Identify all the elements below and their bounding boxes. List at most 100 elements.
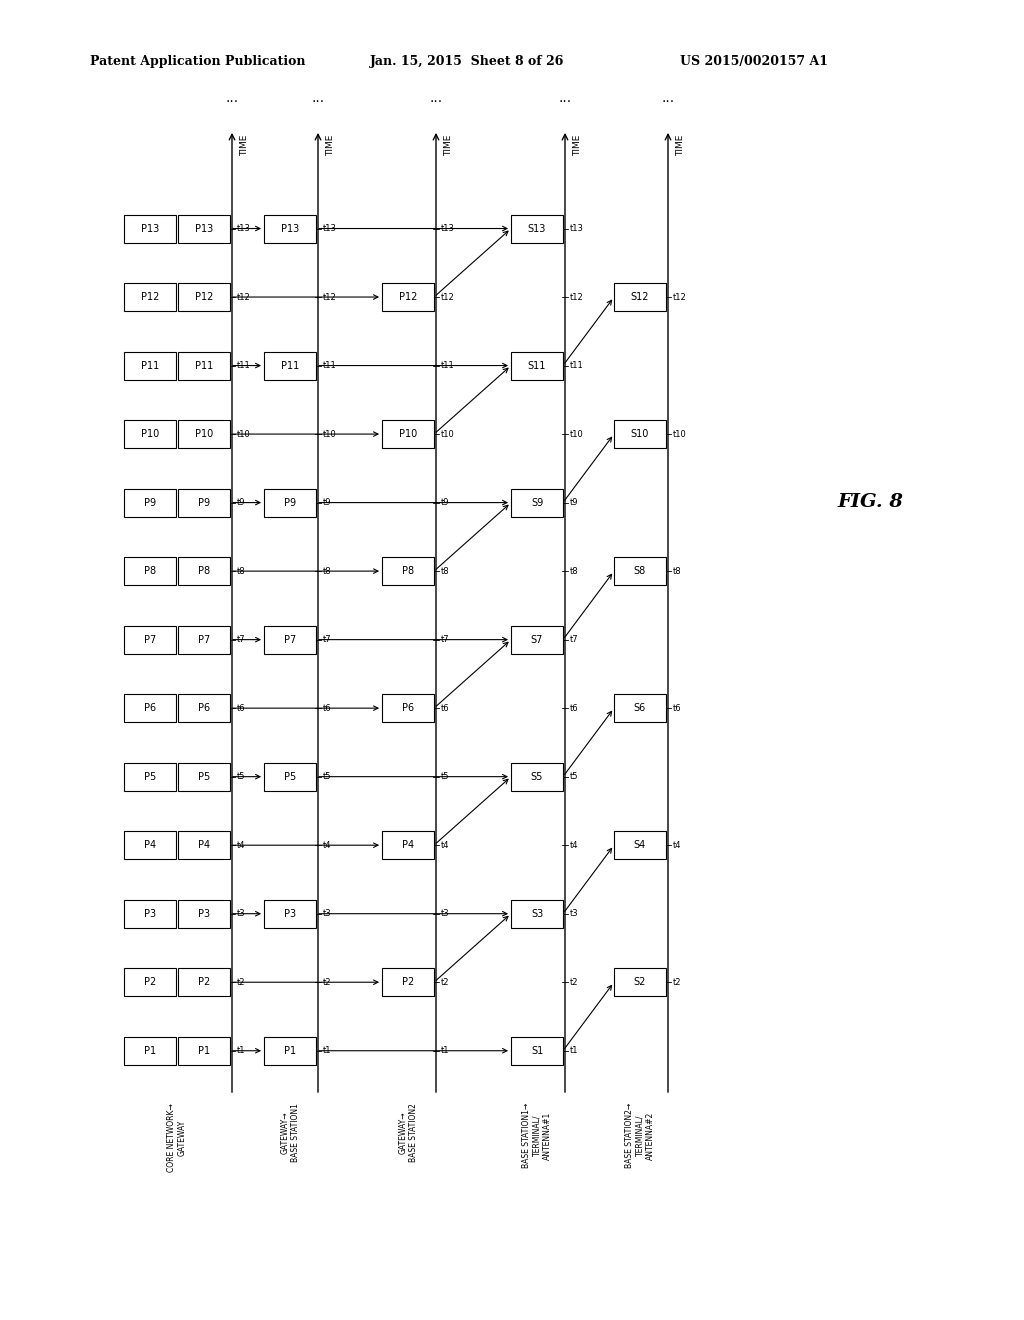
Text: S1: S1 xyxy=(530,1045,543,1056)
Text: t12: t12 xyxy=(570,293,584,301)
Bar xyxy=(124,282,176,312)
Bar xyxy=(511,488,563,516)
Text: P6: P6 xyxy=(198,704,210,713)
Text: t6: t6 xyxy=(237,704,246,713)
Text: t8: t8 xyxy=(570,566,579,576)
Text: S10: S10 xyxy=(631,429,649,440)
Bar xyxy=(382,969,434,997)
Bar xyxy=(124,1036,176,1065)
Text: P2: P2 xyxy=(401,977,414,987)
Text: t11: t11 xyxy=(570,362,584,370)
Text: t4: t4 xyxy=(323,841,332,850)
Bar xyxy=(614,557,666,585)
Text: P2: P2 xyxy=(144,977,156,987)
Bar xyxy=(264,626,316,653)
Text: P11: P11 xyxy=(195,360,213,371)
Text: t2: t2 xyxy=(441,978,450,987)
Text: t8: t8 xyxy=(441,566,450,576)
Text: t2: t2 xyxy=(237,978,246,987)
Bar xyxy=(511,900,563,928)
Text: t9: t9 xyxy=(570,498,579,507)
Text: t9: t9 xyxy=(323,498,332,507)
Text: t8: t8 xyxy=(237,566,246,576)
Text: t8: t8 xyxy=(323,566,332,576)
Text: P7: P7 xyxy=(198,635,210,644)
Bar xyxy=(124,900,176,928)
Text: t7: t7 xyxy=(570,635,579,644)
Bar xyxy=(178,969,230,997)
Text: P10: P10 xyxy=(195,429,213,440)
Bar xyxy=(614,420,666,447)
Text: P3: P3 xyxy=(144,908,156,919)
Bar xyxy=(511,763,563,791)
Text: t9: t9 xyxy=(441,498,450,507)
Text: t5: t5 xyxy=(323,772,332,781)
Text: S12: S12 xyxy=(631,292,649,302)
Text: t3: t3 xyxy=(441,909,450,919)
Text: t4: t4 xyxy=(441,841,450,850)
Text: t1: t1 xyxy=(441,1047,450,1055)
Text: S2: S2 xyxy=(634,977,646,987)
Bar xyxy=(614,282,666,312)
Text: P4: P4 xyxy=(144,841,156,850)
Text: t10: t10 xyxy=(237,429,251,438)
Text: S7: S7 xyxy=(530,635,543,644)
Bar xyxy=(511,1036,563,1065)
Bar xyxy=(614,832,666,859)
Bar xyxy=(382,557,434,585)
Text: P5: P5 xyxy=(144,772,156,781)
Text: t12: t12 xyxy=(323,293,337,301)
Text: P8: P8 xyxy=(144,566,156,576)
Text: S3: S3 xyxy=(530,908,543,919)
Bar xyxy=(124,351,176,380)
Text: BASE STATION1→
TERMINAL/
ANTENNA#1: BASE STATION1→ TERMINAL/ ANTENNA#1 xyxy=(522,1104,552,1168)
Text: TIME: TIME xyxy=(573,135,582,156)
Text: ...: ... xyxy=(429,91,442,106)
Text: P4: P4 xyxy=(402,841,414,850)
Text: t12: t12 xyxy=(237,293,251,301)
Text: TIME: TIME xyxy=(444,135,453,156)
Text: BASE STATION2→
TERMINAL/
ANTENNA#2: BASE STATION2→ TERMINAL/ ANTENNA#2 xyxy=(625,1104,655,1168)
Text: P5: P5 xyxy=(198,772,210,781)
Bar xyxy=(178,420,230,447)
Text: P8: P8 xyxy=(402,566,414,576)
Text: P9: P9 xyxy=(198,498,210,508)
Bar xyxy=(264,763,316,791)
Text: t6: t6 xyxy=(323,704,332,713)
Bar xyxy=(178,763,230,791)
Bar xyxy=(124,626,176,653)
Text: P9: P9 xyxy=(144,498,156,508)
Text: t13: t13 xyxy=(323,224,337,234)
Text: t10: t10 xyxy=(570,429,584,438)
Text: t3: t3 xyxy=(570,909,579,919)
Text: t10: t10 xyxy=(673,429,687,438)
Text: S4: S4 xyxy=(634,841,646,850)
Text: P11: P11 xyxy=(141,360,159,371)
Text: P3: P3 xyxy=(284,908,296,919)
Text: t5: t5 xyxy=(570,772,579,781)
Text: P6: P6 xyxy=(402,704,414,713)
Bar xyxy=(178,557,230,585)
Text: t2: t2 xyxy=(570,978,579,987)
Bar xyxy=(124,969,176,997)
Text: t4: t4 xyxy=(673,841,682,850)
Bar xyxy=(511,626,563,653)
Text: t6: t6 xyxy=(441,704,450,713)
Text: t11: t11 xyxy=(441,362,455,370)
Text: P12: P12 xyxy=(141,292,159,302)
Bar xyxy=(178,832,230,859)
Text: TIME: TIME xyxy=(326,135,335,156)
Text: t10: t10 xyxy=(323,429,337,438)
Text: CORE NETWORK→
GATEWAY: CORE NETWORK→ GATEWAY xyxy=(167,1104,186,1172)
Text: t4: t4 xyxy=(237,841,246,850)
Text: t3: t3 xyxy=(323,909,332,919)
Bar xyxy=(124,832,176,859)
Text: t10: t10 xyxy=(441,429,455,438)
Text: t2: t2 xyxy=(673,978,682,987)
Text: P2: P2 xyxy=(198,977,210,987)
Bar xyxy=(511,351,563,380)
Text: t2: t2 xyxy=(323,978,332,987)
Bar xyxy=(264,215,316,243)
Text: P13: P13 xyxy=(281,223,299,234)
Text: P13: P13 xyxy=(141,223,159,234)
